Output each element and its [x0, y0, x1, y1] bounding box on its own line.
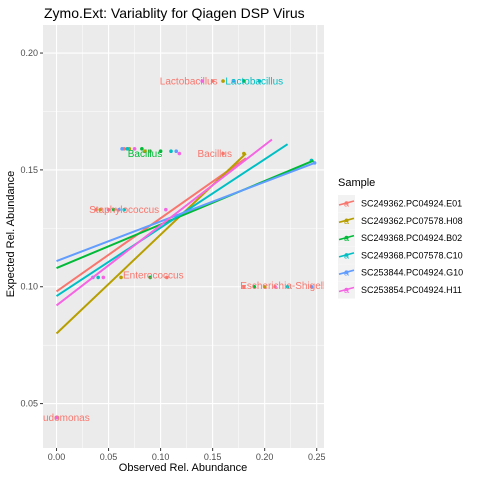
legend-glyph: a	[344, 233, 349, 243]
annotation-label: Lactobacillus	[160, 76, 218, 87]
legend-label: SC249362.PC07578.H08	[361, 216, 463, 226]
annotation-label: Escherichia-Shigella	[240, 281, 331, 292]
fit-line	[56, 161, 315, 262]
data-point	[221, 79, 225, 83]
data-point	[221, 151, 225, 156]
data-point	[262, 284, 267, 289]
y-tick-label: 0.20	[20, 48, 38, 58]
x-tick-label: 0.00	[48, 452, 66, 462]
data-point	[98, 207, 103, 212]
annotation-label: udomonas	[43, 413, 90, 424]
data-point	[169, 149, 173, 153]
x-axis-title: Observed Rel. Abundance	[119, 462, 247, 474]
x-tick-label: 0.20	[256, 452, 274, 462]
legend: Sample a SC249362.PC04924.E01 a SC249362.PC…	[338, 177, 463, 299]
legend-glyph: a	[344, 285, 349, 295]
legend-glyph: a	[344, 199, 349, 209]
data-point	[125, 147, 130, 151]
x-tick-label: 0.25	[308, 452, 326, 462]
legend-point	[344, 287, 349, 292]
legend-glyph: a	[344, 216, 349, 226]
data-marks: Lactobacillus Lactobacillus Bacillus Bacill…	[43, 76, 331, 424]
annotation-label: Bacillus	[128, 149, 162, 160]
y-axis-title: Expected Rel. Abundance	[5, 171, 17, 298]
legend-label: SC249362.PC04924.E01	[361, 199, 462, 209]
data-point	[210, 79, 215, 83]
data-point	[117, 207, 121, 212]
data-point	[101, 275, 106, 280]
data-point	[177, 151, 182, 156]
annotation-label: Bacillus	[197, 149, 231, 160]
data-point	[148, 149, 152, 153]
x-tick-label: 0.15	[204, 452, 222, 462]
annotation-label: Lactobacillus	[225, 76, 283, 87]
data-point	[285, 284, 290, 289]
data-point	[242, 284, 246, 289]
data-point	[309, 284, 314, 289]
data-point	[54, 415, 59, 420]
annotation-label: Staphylococcus	[89, 205, 159, 216]
data-point	[122, 207, 126, 212]
legend-point	[344, 218, 349, 223]
data-point	[106, 207, 111, 212]
data-point	[257, 79, 262, 83]
data-point	[252, 284, 257, 289]
legend-label: SC249368.PC04924.B02	[361, 233, 462, 243]
data-point	[119, 275, 123, 280]
data-point	[96, 275, 100, 280]
data-point	[165, 275, 169, 280]
legend-point	[344, 235, 349, 240]
fit-line	[56, 159, 314, 269]
data-point	[148, 275, 152, 280]
legend-glyph: a	[344, 268, 349, 278]
data-point	[132, 147, 137, 151]
data-point	[174, 149, 179, 153]
legend-glyph: a	[344, 250, 349, 260]
legend-point	[344, 270, 349, 275]
x-tick-label: 0.05	[100, 452, 118, 462]
y-tick-label: 0.15	[20, 165, 38, 175]
legend-title: Sample	[338, 177, 375, 189]
data-point	[231, 79, 236, 83]
y-tick-label: 0.05	[20, 399, 38, 409]
legend-label: SC249368.PC07578.C10	[361, 250, 463, 260]
data-point	[242, 79, 246, 83]
legend-label: SC253844.PC04924.G10	[361, 268, 463, 278]
annotation-label: Enterococcus	[123, 271, 184, 282]
plot-background	[43, 25, 324, 448]
plot-panel: 0.00 0.05 0.10 0.15 0.20 0.25 0.05 0.10 0.15 0.20…	[20, 25, 331, 462]
data-point	[140, 147, 144, 151]
legend-label: SC253854.PC04924.H11	[361, 285, 462, 295]
data-point	[143, 149, 147, 153]
legend-point	[344, 253, 349, 257]
data-point	[94, 207, 98, 212]
legend-point	[344, 201, 349, 205]
chart-title: Zymo.Ext: Variablity for Qiagen DSP Viru…	[44, 5, 305, 21]
data-point	[111, 207, 116, 212]
data-point	[164, 207, 168, 212]
x-tick-label: 0.10	[152, 452, 170, 462]
y-tick-label: 0.10	[20, 282, 38, 292]
fit-line	[55, 143, 289, 297]
data-point	[200, 79, 205, 83]
data-point	[158, 149, 163, 153]
data-point	[120, 147, 124, 151]
data-point	[273, 284, 277, 289]
fit-line	[55, 138, 273, 307]
